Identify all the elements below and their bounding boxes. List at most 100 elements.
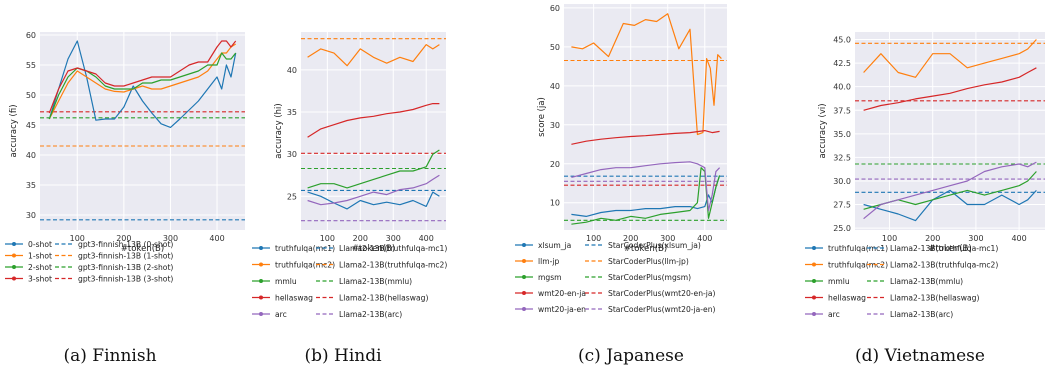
legend-label: truthfulqa(mc2)	[828, 260, 888, 269]
y-axis-label: accuracy (hi)	[274, 103, 284, 158]
legend-label: Llama2-13B(truthfulqa-mc2)	[339, 260, 447, 269]
panel-caption: (d) Vietnamese	[855, 346, 985, 366]
legend-label: hellaswag	[275, 293, 313, 302]
legend-marker	[522, 243, 526, 247]
legend-label: Llama2-13B(mmlu)	[890, 277, 963, 286]
legend-label: gpt3-finnish-13B (2-shot)	[78, 263, 173, 272]
x-tick-label: 400	[697, 234, 712, 243]
series-line	[863, 189, 1037, 222]
y-tick-label: 40	[550, 82, 560, 91]
y-tick-label: 55	[26, 61, 36, 70]
panel-caption: (b) Hindi	[304, 346, 382, 366]
legend-marker	[812, 279, 816, 283]
series-line	[863, 39, 1037, 78]
legend-label: gpt3-finnish-13B (0-shot)	[78, 240, 173, 249]
y-axis-label: accuracy (fi)	[9, 104, 19, 157]
legend-label: 2-shot	[28, 263, 52, 272]
y-tick-label: 35.0	[833, 130, 851, 139]
y-tick-label: 10	[550, 199, 560, 208]
legend-label: Llama2-13B(truthfulqa-mc2)	[890, 260, 998, 269]
y-tick-label: 60	[26, 31, 36, 40]
legend-marker	[259, 246, 263, 250]
legend-label: mgsm	[538, 273, 562, 282]
y-tick-label: 50	[26, 91, 36, 100]
series-line	[307, 102, 440, 138]
legend-marker	[522, 275, 526, 279]
series-line	[48, 40, 237, 114]
y-axis-label: accuracy (vi)	[818, 103, 828, 158]
panel-caption: (a) Finnish	[63, 346, 156, 366]
legend: truthfulqa(mc1) truthfulqa(mc2) mmlu hellas…	[252, 244, 447, 319]
x-tick-label: 200	[623, 234, 638, 243]
series-line	[571, 130, 720, 145]
legend-marker	[259, 312, 263, 316]
y-tick-label: 30	[26, 211, 36, 220]
y-tick-label: 20	[550, 160, 560, 169]
series-group	[40, 40, 245, 221]
y-tick-label: 45	[26, 121, 36, 130]
legend-marker	[12, 265, 16, 269]
legend-label: StarCoderPlus(wmt20-ja-en)	[608, 305, 716, 314]
legend-marker	[812, 246, 816, 250]
legend-label: xlsum_ja	[538, 241, 571, 250]
y-tick-label: 37.5	[833, 106, 851, 115]
x-tick-label: 300	[163, 234, 178, 243]
legend-label: truthfulqa(mc1)	[275, 244, 335, 253]
legend-label: StarCoderPlus(llm-jp)	[608, 257, 689, 266]
legend-label: arc	[275, 310, 287, 319]
legend-label: hellaswag	[828, 293, 866, 302]
legend: 0-shot 1-shot 2-shot 3-shot gpt3-finnish-13B…	[5, 240, 173, 283]
legend-label: gpt3-finnish-13B (1-shot)	[78, 251, 173, 260]
y-tick-label: 60	[550, 4, 560, 13]
x-tick-label: 300	[386, 234, 401, 243]
series-line	[307, 149, 440, 189]
y-tick-label: 30	[550, 121, 560, 130]
y-tick-label: 30	[287, 150, 297, 159]
y-tick-label: 32.5	[833, 153, 851, 162]
legend-label: Llama2-13B(mmlu)	[339, 277, 412, 286]
legend-label: gpt3-finnish-13B (3-shot)	[78, 274, 173, 283]
panel-3: 100 200 300 400 10 20 30 40 50 60 #token(B) score (…	[515, 4, 727, 366]
legend-label: Llama2-13B(truthfulqa-mc1)	[339, 244, 447, 253]
series-group	[301, 38, 446, 222]
legend-label: Llama2-13B(arc)	[339, 310, 402, 319]
panel-4: 100 200 300 400 25.0 27.5 30.0 32.5 35.0 37.5 40.0…	[805, 32, 1045, 366]
plot-background	[564, 4, 727, 230]
legend-marker	[259, 295, 263, 300]
legend: xlsum_ja llm-jp mgsm wmt20-en-ja wmt20-ja-en…	[515, 241, 716, 314]
x-tick-label: 200	[925, 234, 940, 243]
panel-caption: (c) Japanese	[578, 346, 684, 366]
x-tick-label: 400	[1011, 234, 1026, 243]
legend-label: llm-jp	[538, 257, 559, 266]
panel-1: 100 200 300 400 30 35 40 45 50 55 60 #token(B) accur…	[5, 31, 245, 366]
y-tick-label: 40	[26, 151, 36, 160]
y-tick-label: 45.0	[833, 36, 851, 45]
legend-label: StarCoderPlus(xlsum_ja)	[608, 241, 701, 250]
legend-label: mmlu	[275, 277, 297, 286]
series-line	[307, 174, 440, 206]
y-axis-label: score (ja)	[537, 97, 547, 137]
y-tick-label: 30.0	[833, 177, 851, 186]
legend-label: Llama2-13B(hellaswag)	[890, 293, 979, 302]
legend-label: 1-shot	[28, 251, 52, 260]
y-tick-label: 50	[550, 43, 560, 52]
x-tick-label: 100	[320, 234, 335, 243]
legend-marker	[812, 262, 816, 267]
legend-label: Llama2-13B(hellaswag)	[339, 293, 428, 302]
x-axis-label: #token(B)	[121, 244, 164, 254]
x-axis-label: #token(B)	[928, 244, 971, 254]
legend-marker	[259, 262, 263, 267]
series-group	[564, 13, 727, 225]
legend-marker	[812, 295, 816, 300]
legend-label: StarCoderPlus(mgsm)	[608, 273, 691, 282]
legend-marker	[812, 312, 816, 316]
x-tick-label: 200	[353, 234, 368, 243]
legend-marker	[522, 307, 526, 311]
legend-label: Llama2-13B(truthfulqa-mc1)	[890, 244, 998, 253]
y-tick-label: 25	[287, 192, 297, 201]
x-tick-label: 300	[968, 234, 983, 243]
y-tick-label: 40	[287, 66, 297, 75]
series-line	[571, 13, 722, 136]
